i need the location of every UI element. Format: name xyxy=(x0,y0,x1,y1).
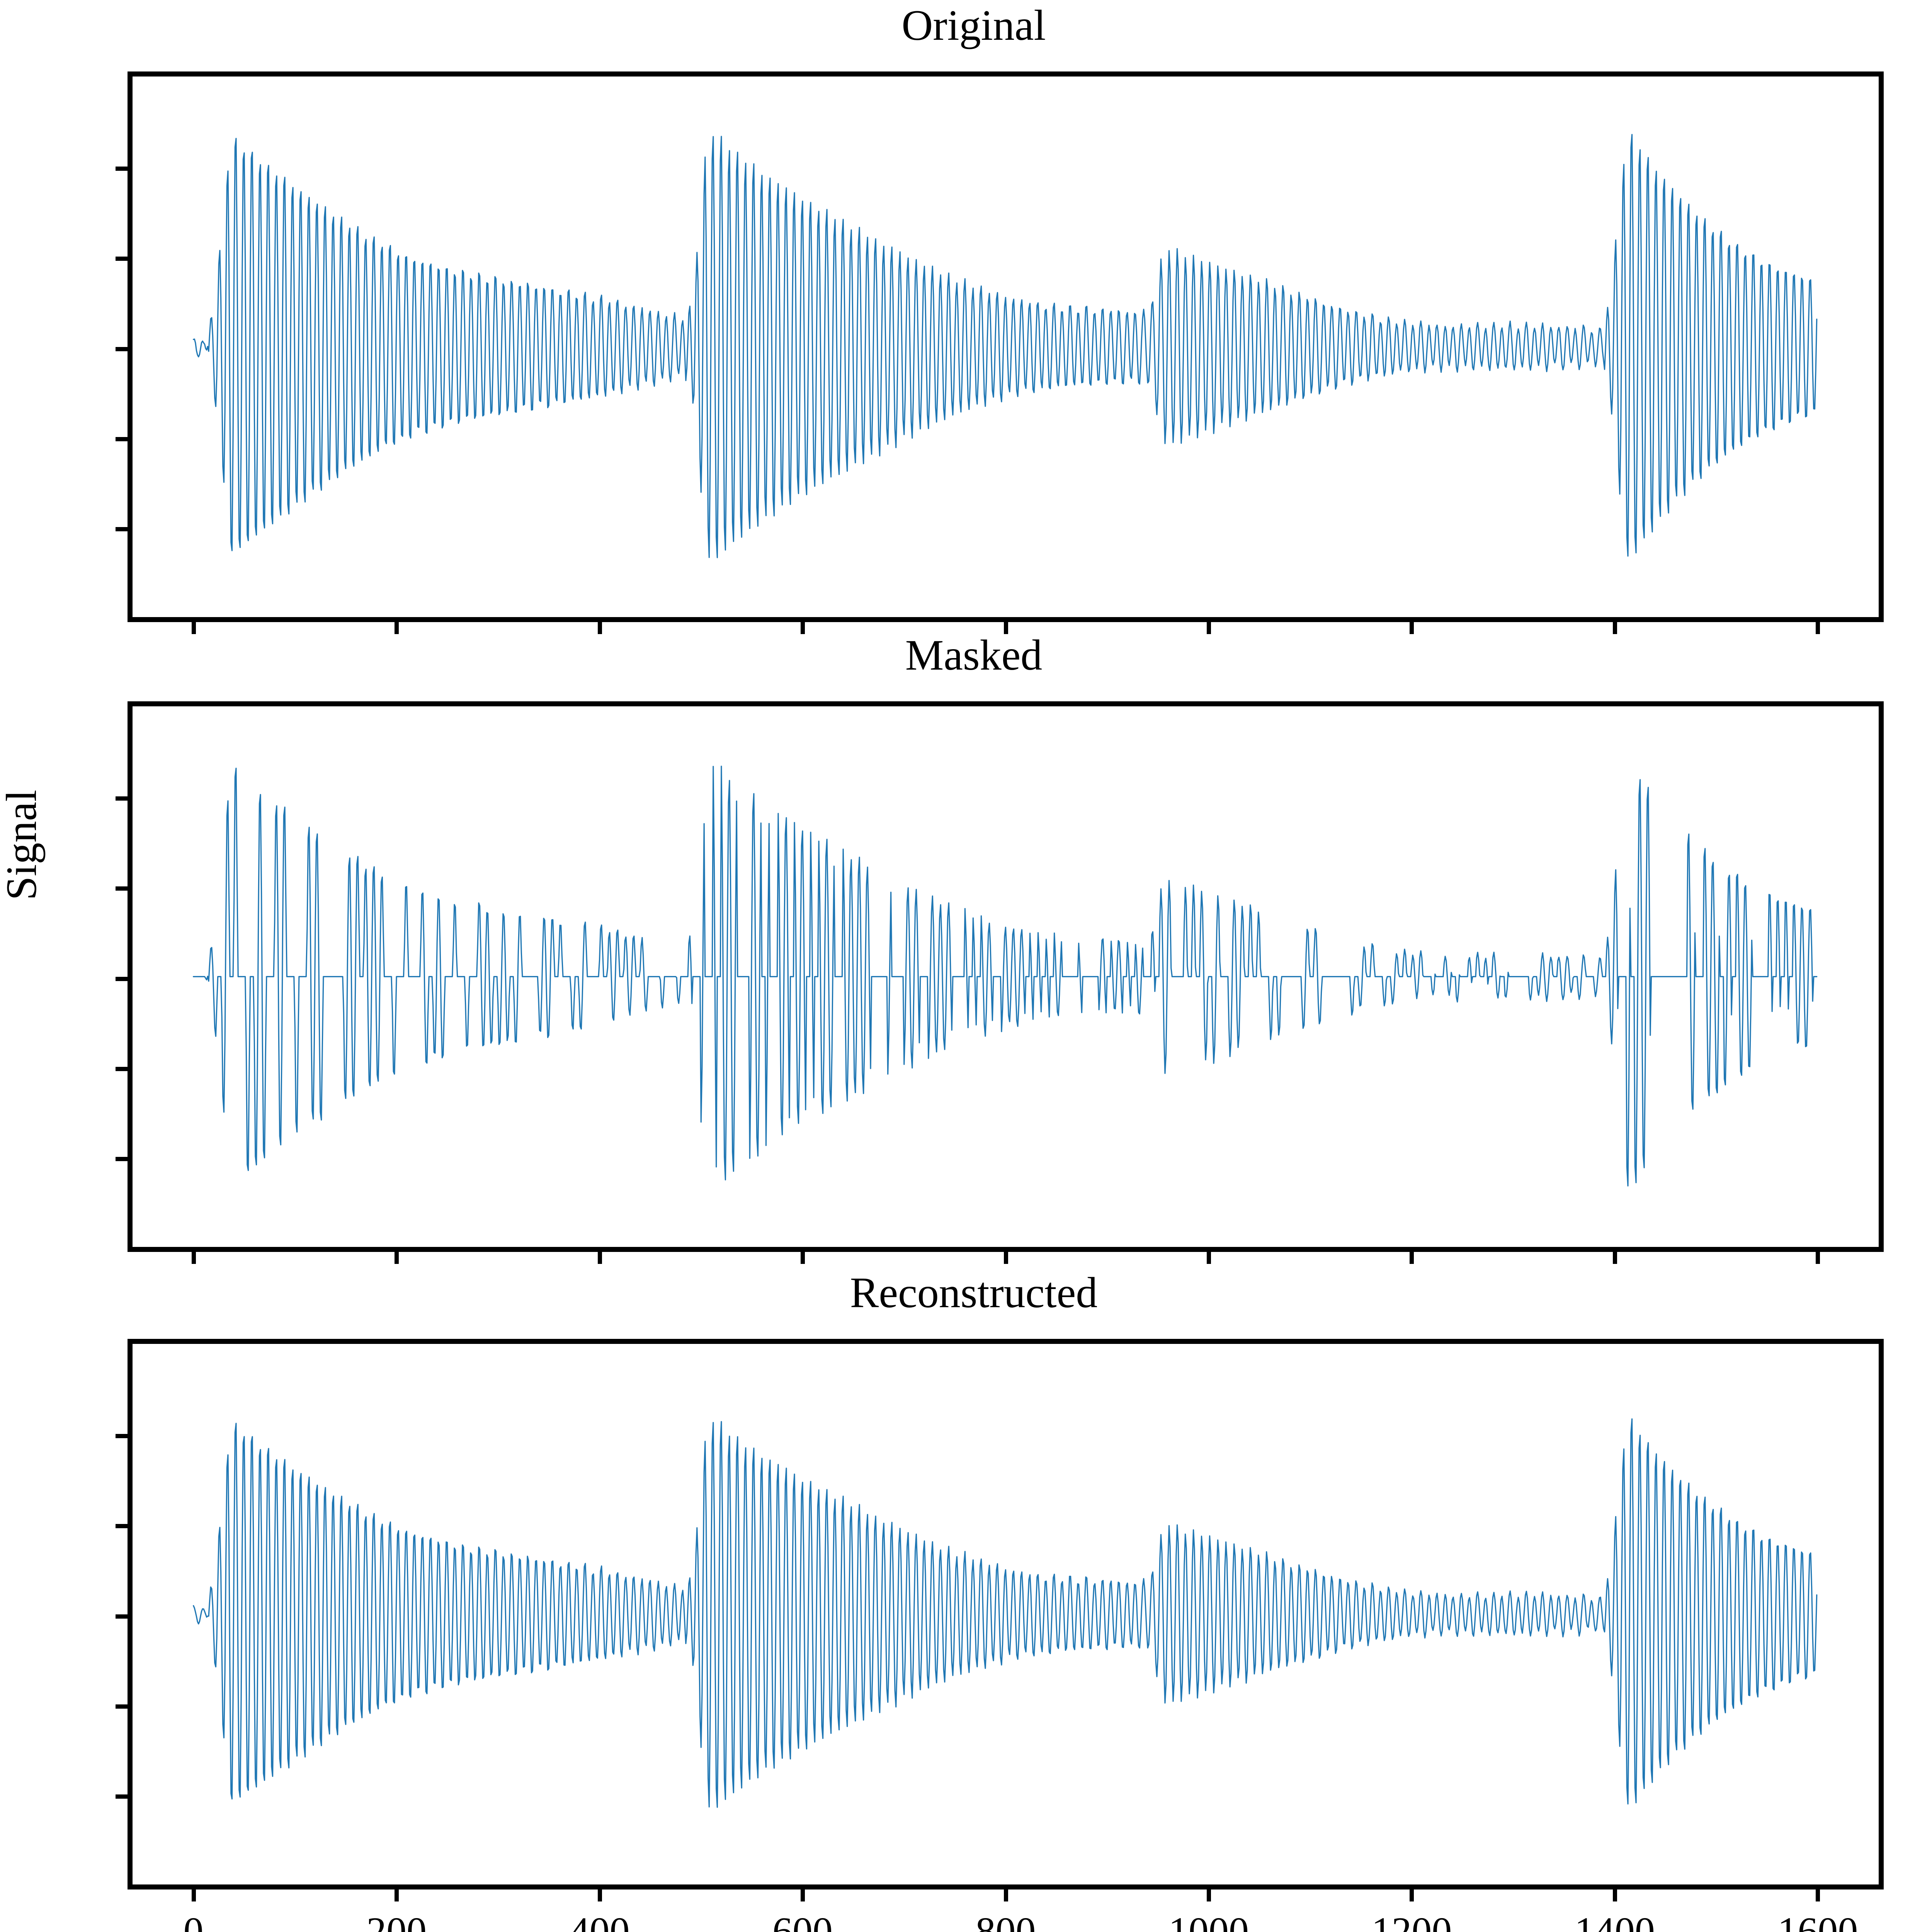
y-axis-tick xyxy=(116,1614,133,1619)
x-axis-tick xyxy=(191,1247,196,1264)
x-axis-tick-label: 1400 xyxy=(1574,1909,1655,1932)
x-axis-tick xyxy=(1612,617,1617,634)
y-axis-tick xyxy=(116,257,133,261)
y-axis-tick xyxy=(116,347,133,351)
x-axis-tick xyxy=(597,1884,602,1901)
x-axis-tick-label: 200 xyxy=(366,1909,427,1932)
x-axis-tick-label: 1000 xyxy=(1168,1909,1249,1932)
y-axis-tick xyxy=(116,1704,133,1709)
y-axis-tick xyxy=(116,1156,133,1161)
panel-title-reconstructed: Reconstructed xyxy=(850,1269,1098,1317)
x-axis-tick-label: 1600 xyxy=(1777,1909,1858,1932)
x-axis-tick xyxy=(801,1247,805,1264)
y-axis-tick xyxy=(116,796,133,801)
x-axis-tick xyxy=(1003,617,1008,634)
plot-area-original xyxy=(133,77,1879,617)
y-axis-tick xyxy=(116,1524,133,1529)
y-axis-label: Signal xyxy=(0,789,46,900)
x-axis-tick xyxy=(597,1247,602,1264)
x-axis-tick xyxy=(1612,1247,1617,1264)
x-axis-tick-label: 1200 xyxy=(1371,1909,1452,1932)
masked-signal-line xyxy=(194,766,1817,1186)
x-axis-tick xyxy=(1206,1247,1211,1264)
x-axis-tick xyxy=(395,617,399,634)
original-signal-line xyxy=(194,134,1817,558)
x-axis-tick-label: 400 xyxy=(569,1909,630,1932)
plot-panel-reconstructed: 0 200 400 600 800 1000 1200 1400 1600 xyxy=(116,1339,1884,1932)
plot-area-reconstructed xyxy=(133,1344,1879,1884)
y-axis-tick xyxy=(116,167,133,171)
y-axis-tick xyxy=(116,527,133,531)
x-axis-tick xyxy=(395,1247,399,1264)
y-axis-tick xyxy=(116,886,133,891)
y-axis-tick xyxy=(116,437,133,441)
x-axis-tick xyxy=(1816,1247,1820,1264)
y-axis-tick xyxy=(116,1794,133,1799)
reconstructed-signal-line xyxy=(194,1419,1817,1807)
x-axis-tick xyxy=(1410,1884,1414,1901)
x-axis-tick xyxy=(1410,617,1414,634)
x-axis-tick xyxy=(801,617,805,634)
x-axis-tick xyxy=(1816,1884,1820,1901)
plot-panel-original xyxy=(116,71,1884,634)
y-axis-tick xyxy=(116,976,133,981)
x-axis-tick-label: 800 xyxy=(975,1909,1036,1932)
panel-title-original: Original xyxy=(901,2,1046,49)
plot-area-masked xyxy=(133,706,1879,1247)
x-axis-tick xyxy=(1206,1884,1211,1901)
x-axis-tick xyxy=(395,1884,399,1901)
panel-title-masked: Masked xyxy=(905,631,1043,679)
x-axis-tick xyxy=(1003,1247,1008,1264)
x-axis-label: Time xyxy=(128,1926,1884,1932)
x-axis-tick xyxy=(1003,1884,1008,1901)
x-axis-tick xyxy=(597,617,602,634)
plot-panel-masked xyxy=(116,701,1884,1264)
x-axis-tick xyxy=(191,1884,196,1901)
x-axis-tick xyxy=(191,617,196,634)
x-axis-tick-label: 600 xyxy=(772,1909,833,1932)
y-axis-tick xyxy=(116,1066,133,1071)
x-axis-tick xyxy=(1206,617,1211,634)
y-axis-tick xyxy=(116,1434,133,1439)
x-axis-tick xyxy=(1816,617,1820,634)
x-axis-tick xyxy=(1612,1884,1617,1901)
x-axis-tick xyxy=(1410,1247,1414,1264)
x-axis-tick xyxy=(801,1884,805,1901)
x-axis-tick-label: 0 xyxy=(183,1909,204,1932)
